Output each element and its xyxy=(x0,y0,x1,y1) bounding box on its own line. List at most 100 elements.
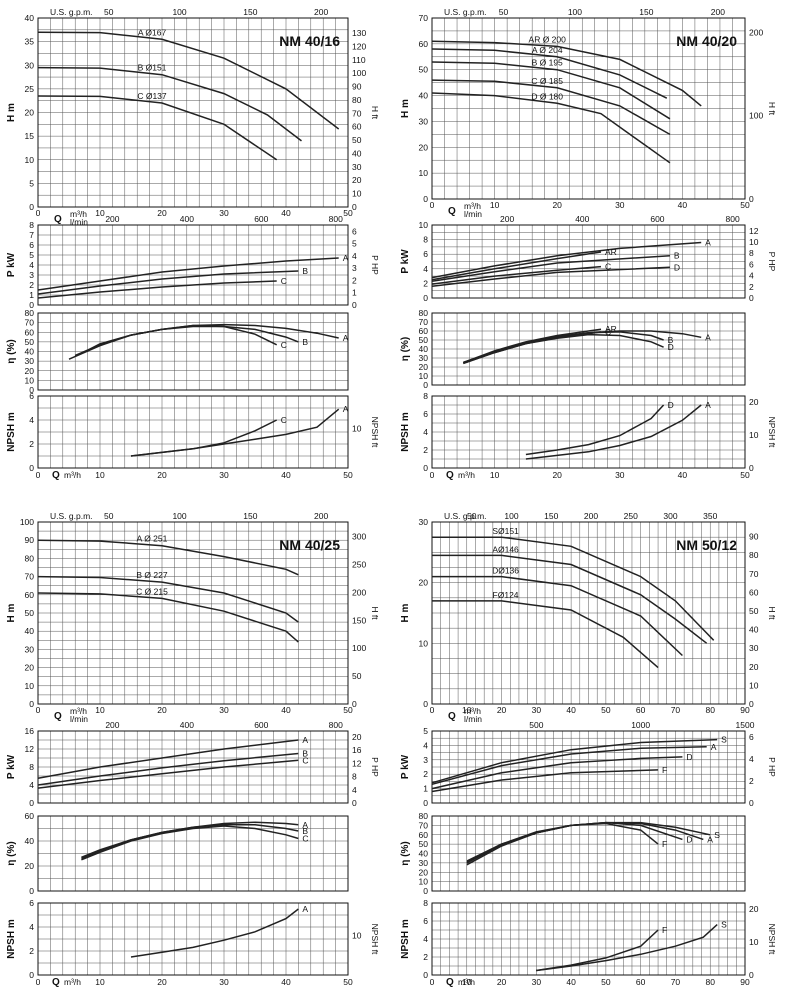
gpm-tick-label: 200 xyxy=(314,511,328,521)
right-tick-label: 20 xyxy=(352,175,362,185)
y-tick-label: 20 xyxy=(419,867,429,877)
y-tick-label: 2 xyxy=(423,769,428,779)
y-tick-label: 10 xyxy=(25,681,35,691)
x-tick-label: 10 xyxy=(462,705,472,715)
flow-axis-title: Q xyxy=(446,470,454,481)
gpm-tick-label: 200 xyxy=(314,7,328,17)
curve-label: F xyxy=(662,839,667,849)
panel-frame xyxy=(37,521,349,705)
right-tick-label: 2 xyxy=(352,275,357,285)
flow-axis-title: Q xyxy=(54,214,62,225)
power-axis-title: P kW xyxy=(6,754,17,779)
y-tick-label: 30 xyxy=(419,858,429,868)
y-tick-label: 70 xyxy=(25,572,35,582)
npsh-right-axis-title: NPSH ft xyxy=(370,924,380,955)
y-tick-label: 60 xyxy=(419,830,429,840)
flow-unit: m³/h xyxy=(64,470,81,480)
panel-frame xyxy=(431,395,746,469)
y-tick-label: 2 xyxy=(29,280,34,290)
curve-b-227 xyxy=(37,575,299,623)
x-tick-label: 10 xyxy=(95,977,105,987)
x-tick-label: 80 xyxy=(705,977,715,987)
y-tick-label: 25 xyxy=(25,84,35,94)
gpm-tick-label: 50 xyxy=(499,7,509,17)
panel-frame xyxy=(431,224,746,299)
gpm-tick-label: 50 xyxy=(467,511,477,521)
lmin-tick-label: 200 xyxy=(105,214,119,224)
y-tick-label: 20 xyxy=(25,663,35,673)
y-tick-label: 3 xyxy=(29,270,34,280)
x-tick-label: 40 xyxy=(678,200,688,210)
x-tick-label: 40 xyxy=(281,977,291,987)
x-tick-label: 30 xyxy=(219,208,229,218)
curve-s xyxy=(431,738,718,784)
curve-label: D xyxy=(686,752,692,762)
efficiency-axis-title: η (%) xyxy=(400,337,411,361)
y-tick-label: 40 xyxy=(25,836,35,846)
y-tick-label: 15 xyxy=(25,131,35,141)
flow-lmin-unit: l/min xyxy=(464,209,482,219)
curve-label: S xyxy=(721,920,727,930)
curve-label: D xyxy=(686,834,692,844)
curve-b xyxy=(463,331,664,364)
y-tick-label: 8 xyxy=(423,235,428,245)
head-axis-title: H m xyxy=(6,603,17,622)
curve-label: C Ø137 xyxy=(137,91,167,101)
curve-a-251 xyxy=(37,539,299,576)
head-axis-title: H m xyxy=(400,603,411,622)
y-tick-label: 6 xyxy=(423,409,428,419)
y-tick-label: 2 xyxy=(423,952,428,962)
curve-f-124 xyxy=(432,600,659,669)
right-tick-label: 4 xyxy=(749,754,754,764)
curve-label: A xyxy=(707,834,713,844)
lmin-tick-label: 200 xyxy=(105,720,119,730)
flow-axis-title: Q xyxy=(52,977,60,988)
curve-label: D xyxy=(668,400,674,410)
x-tick-label: 30 xyxy=(219,470,229,480)
head-panel: 0510152025303540010203040506070809010011… xyxy=(6,7,380,227)
curve-label: B xyxy=(302,337,308,347)
curve-ar-200 xyxy=(431,40,702,107)
y-tick-label: 30 xyxy=(25,60,35,70)
curve-b xyxy=(81,824,299,860)
right-tick-label: 10 xyxy=(749,430,759,440)
x-tick-label: 20 xyxy=(157,705,167,715)
curve-label: C Ø 215 xyxy=(136,586,168,596)
right-tick-label: 0 xyxy=(749,699,754,709)
efficiency-panel: 0 20 40 60 η (%) ABC xyxy=(6,811,349,896)
x-tick-label: 0 xyxy=(36,705,41,715)
curve-label: C xyxy=(302,834,308,844)
curve-label: FØ124 xyxy=(493,590,519,600)
curve-label: S xyxy=(714,830,720,840)
y-tick-label: 10 xyxy=(419,220,429,230)
y-tick-label: 60 xyxy=(419,39,429,49)
x-tick-label: 60 xyxy=(636,977,646,987)
right-tick-label: 250 xyxy=(352,559,366,569)
panel-frame xyxy=(37,902,349,976)
npsh-right-axis-title: NPSH ft xyxy=(767,417,777,448)
gpm-axis-title: U.S. g.p.m. xyxy=(444,511,487,521)
curve-label: B xyxy=(674,251,680,261)
y-tick-label: 4 xyxy=(29,780,34,790)
x-tick-label: 30 xyxy=(219,705,229,715)
flow-axis-title: Q xyxy=(52,470,60,481)
panel-frame xyxy=(431,730,746,804)
y-tick-label: 20 xyxy=(25,108,35,118)
panel-frame xyxy=(431,815,746,892)
curve-ar xyxy=(431,251,602,281)
y-tick-label: 6 xyxy=(29,898,34,908)
x-tick-label: 40 xyxy=(281,470,291,480)
curve-b xyxy=(37,752,299,786)
right-tick-label: 100 xyxy=(352,643,366,653)
right-tick-label: 150 xyxy=(352,615,366,625)
x-tick-label: 40 xyxy=(281,705,291,715)
y-tick-label: 5 xyxy=(423,726,428,736)
x-tick-label: 10 xyxy=(95,705,105,715)
x-tick-label: 10 xyxy=(95,470,105,480)
panel-frame xyxy=(37,312,349,391)
x-tick-label: 70 xyxy=(671,705,681,715)
